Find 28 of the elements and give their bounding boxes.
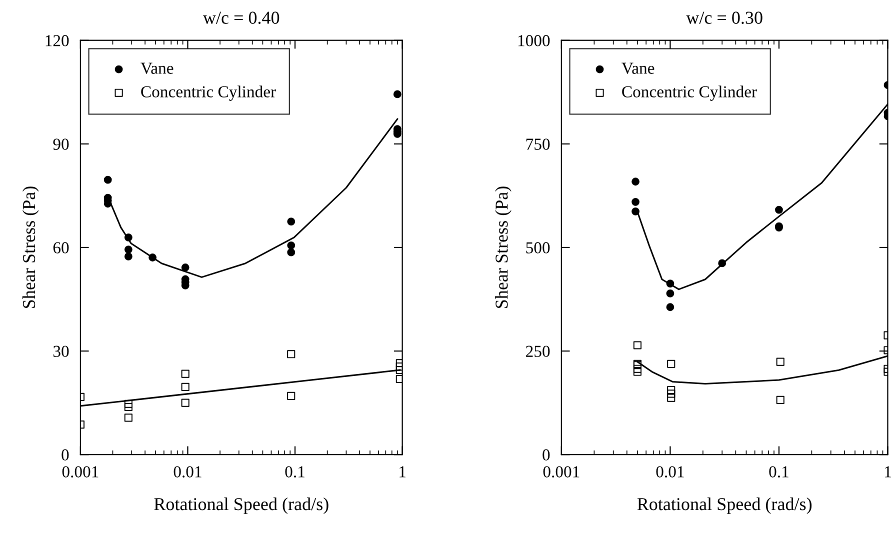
- x-tick-label: 0.1: [285, 466, 304, 478]
- x-tick-label: 0.001: [543, 466, 580, 478]
- y-tick-label: 750: [526, 138, 550, 150]
- x-tick-label: 0.01: [656, 466, 684, 478]
- x-tick-label: 1: [885, 466, 891, 478]
- y-tick-label: 250: [526, 346, 550, 357]
- legend-label: Vane: [622, 62, 654, 74]
- chart-title: w/c = 0.30: [686, 12, 762, 24]
- y-tick-label: 1000: [518, 35, 550, 46]
- y-tick-label: 60: [53, 242, 69, 254]
- x-axis-title: Rotational Speed (rad/s): [637, 498, 812, 514]
- y-tick-label: 90: [53, 138, 69, 150]
- x-tick-label: 0.01: [174, 466, 202, 478]
- x-tick-label: 0.001: [62, 466, 98, 478]
- y-tick-label: 0: [62, 449, 69, 461]
- y-tick-label: 120: [46, 35, 69, 46]
- y-tick-label: 0: [542, 449, 550, 461]
- chart-title: w/c = 0.40: [202, 12, 280, 24]
- legend-label: Vane: [140, 62, 174, 74]
- legend-label: Concentric Cylinder: [622, 86, 757, 101]
- y-tick-label: 30: [53, 346, 69, 357]
- x-axis-title: Rotational Speed (rad/s): [154, 498, 328, 514]
- legend-label: Concentric Cylinder: [141, 86, 276, 101]
- y-axis-title: Shear Stress (Pa): [495, 186, 512, 308]
- x-tick-label: 1: [400, 466, 406, 478]
- x-tick-label: 0.1: [769, 466, 788, 478]
- y-axis-title: Shear Stress (Pa): [22, 186, 39, 308]
- y-tick-label: 500: [526, 242, 550, 254]
